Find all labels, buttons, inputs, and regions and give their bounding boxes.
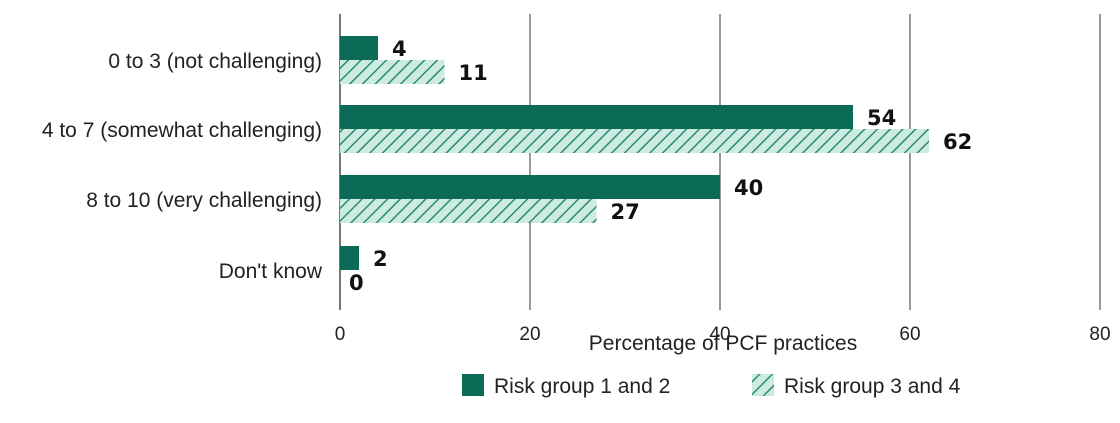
legend: Risk group 1 and 2 Risk group 3 and 4 (462, 374, 961, 398)
data-label: 0 (349, 271, 364, 295)
data-label: 2 (373, 247, 388, 271)
legend-label-risk-group-3-4: Risk group 3 and 4 (784, 375, 961, 398)
category-label: 0 to 3 (not challenging) (108, 50, 322, 73)
x-axis-title: Percentage of PCF practices (589, 332, 857, 355)
bar-risk-group-3-4 (340, 129, 929, 153)
legend-swatch-risk-group-1-2 (462, 374, 484, 396)
category-label: 8 to 10 (very challenging) (86, 189, 322, 212)
legend-label-risk-group-1-2: Risk group 1 and 2 (494, 375, 670, 398)
data-label: 62 (943, 130, 972, 154)
bar-risk-group-1-2 (340, 36, 378, 60)
data-label: 54 (867, 106, 896, 130)
legend-swatch-risk-group-3-4 (752, 374, 774, 396)
x-tick-label: 40 (709, 324, 730, 345)
x-tick-label: 20 (519, 324, 540, 345)
bar-risk-group-1-2 (340, 175, 720, 199)
data-label: 27 (611, 200, 640, 224)
x-tick-label: 0 (335, 324, 346, 345)
category-label: 4 to 7 (somewhat challenging) (42, 119, 322, 142)
bar-risk-group-3-4 (340, 199, 597, 223)
data-label: 4 (392, 37, 407, 61)
category-labels: 0 to 3 (not challenging) 4 to 7 (somewhat… (42, 50, 323, 283)
gridlines (339, 14, 1101, 310)
value-labels: 4 11 54 62 40 27 20 (349, 37, 972, 295)
bar-risk-group-1-2 (340, 246, 359, 270)
category-label: Don't know (219, 260, 323, 283)
bars (340, 36, 929, 270)
x-tick-label: 80 (1089, 324, 1110, 345)
data-label: 40 (734, 176, 763, 200)
x-tick-label: 60 (899, 324, 920, 345)
x-tick-labels: 0 20 40 60 80 (335, 324, 1111, 345)
clipped-figure-title (0, 0, 330, 4)
data-label: 11 (459, 61, 488, 85)
bar-risk-group-3-4 (340, 60, 445, 84)
bar-risk-group-1-2 (340, 105, 853, 129)
